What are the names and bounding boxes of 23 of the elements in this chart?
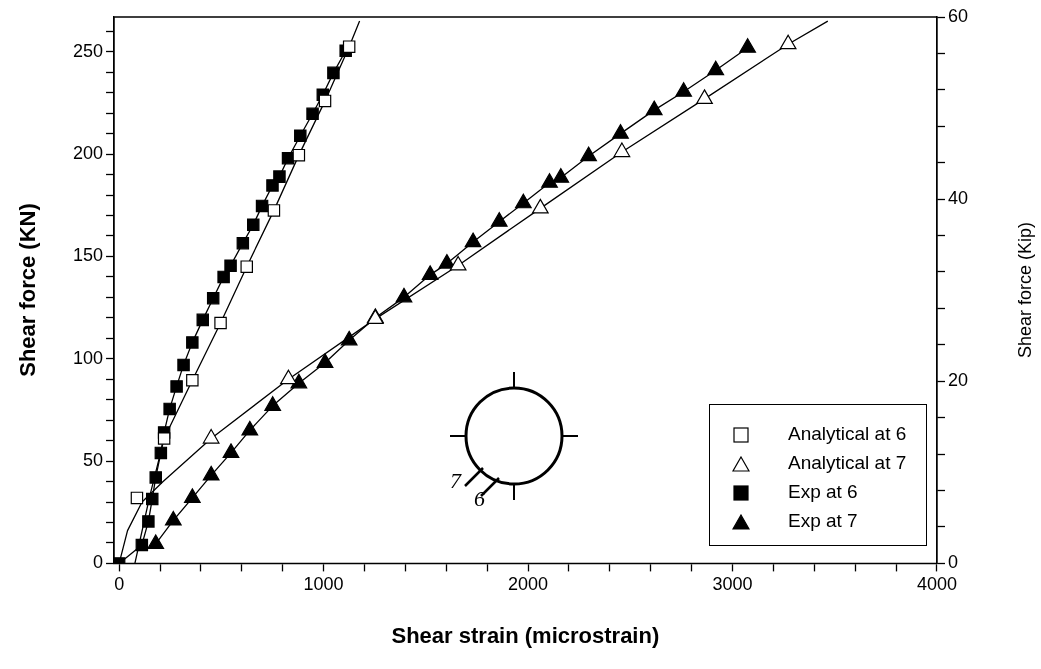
x-tick-label: 2000: [508, 574, 549, 595]
y-tick-label: 50: [83, 450, 104, 471]
annotation: 7: [450, 468, 462, 493]
y-tick-label: 250: [72, 40, 104, 61]
y-axis-title: Shear force (KN): [15, 203, 41, 377]
legend-label: Analytical at 7: [787, 452, 907, 474]
legend-label: Exp at 7: [787, 510, 858, 532]
legend-label: Exp at 6: [787, 481, 858, 503]
x-tick-label: 1000: [303, 574, 344, 595]
y2-tick-label: 40: [947, 188, 969, 209]
y-tick-label: 150: [72, 245, 104, 266]
y2-tick-label: 20: [947, 370, 969, 391]
y2-tick-label: 60: [947, 5, 969, 26]
legend-label: Analytical at 6: [787, 423, 907, 445]
x-tick-label: 4000: [916, 574, 957, 595]
y2-tick-label: 0: [947, 552, 958, 573]
y-tick-label: 100: [72, 347, 104, 368]
x-tick-label: 0: [114, 574, 125, 595]
x-tick-label: 3000: [712, 574, 753, 595]
y-tick-label: 200: [72, 143, 104, 164]
y2-axis-title: Shear force (Kip): [1014, 222, 1036, 359]
y-tick-label: 0: [93, 552, 104, 573]
x-axis-title: Shear strain (microstrain): [391, 623, 660, 650]
